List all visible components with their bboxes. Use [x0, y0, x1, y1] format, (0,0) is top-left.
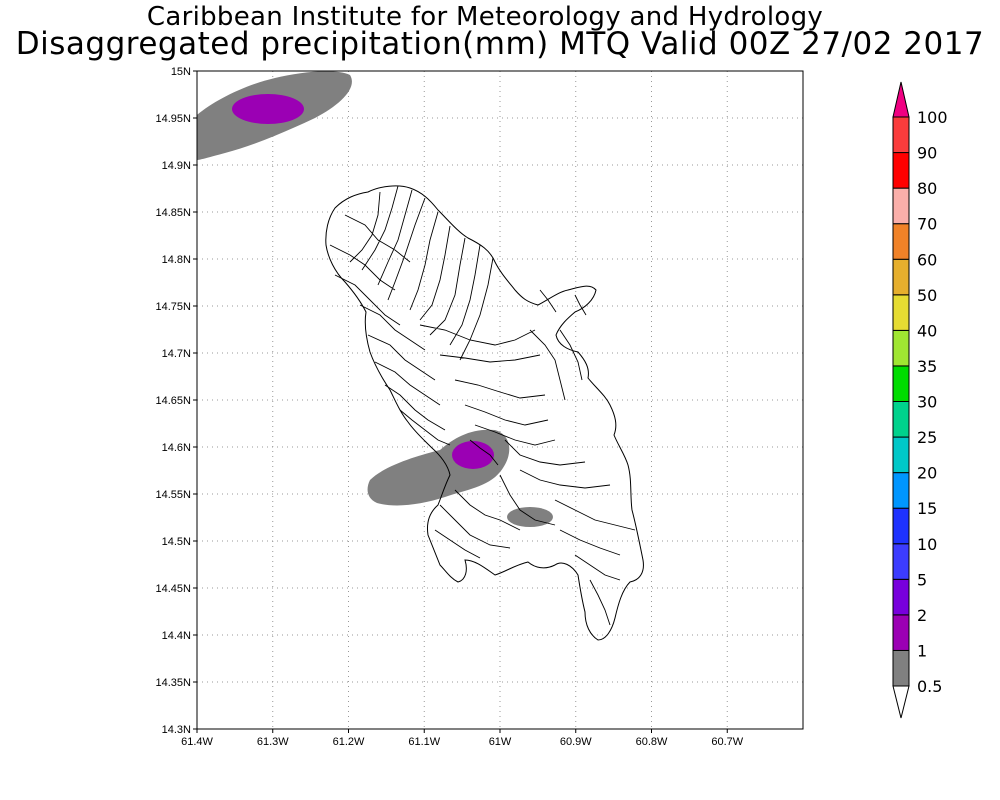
colorbar-swatch: [892, 543, 910, 580]
colorbar-label: 2: [917, 606, 927, 625]
x-axis-ticks: 61.4W 61.3W 61.2W 61.1W 61W 60.9W 60.8W 60.7W: [181, 729, 744, 748]
colorbar-swatch: [892, 294, 910, 331]
colorbar-label: 40: [917, 321, 937, 340]
colorbar-label: 15: [917, 499, 937, 518]
martinique-coastline-and-watersheds: [325, 185, 644, 641]
colorbar-swatch: [892, 187, 910, 225]
colorbar-swatch: [892, 649, 910, 687]
colorbar-label: 70: [917, 215, 937, 234]
colorbar-above-triangle: [892, 81, 910, 118]
colorbar-label: 35: [917, 357, 937, 376]
x-tick-label: 61.2W: [333, 736, 365, 748]
y-tick-label: 14.6N: [162, 442, 191, 454]
colorbar-swatch: [892, 614, 910, 651]
y-tick-label: 15N: [171, 66, 191, 78]
martinique-coastline: [325, 185, 644, 641]
colorbar-swatch: [892, 258, 910, 296]
colorbar-swatch: [892, 578, 910, 616]
colorbar-swatch: [892, 507, 910, 545]
y-tick-label: 14.85N: [156, 207, 192, 219]
y-tick-label: 14.55N: [156, 489, 192, 501]
x-tick-label: 61.1W: [408, 736, 440, 748]
y-tick-label: 14.3N: [162, 724, 191, 736]
y-axis-ticks: 15N 14.95N 14.9N 14.85N 14.8N 14.75N 14.7N 14.6…: [156, 66, 197, 736]
y-tick-label: 14.45N: [156, 583, 192, 595]
colorbar-swatch: [892, 116, 910, 154]
colorbar-label: 100: [917, 108, 948, 127]
y-tick-label: 14.5N: [162, 536, 191, 548]
colorbar-label: 50: [917, 286, 937, 305]
colorbar-label: 0.5: [917, 677, 942, 696]
colorbar-label: 80: [917, 179, 937, 198]
y-tick-label: 14.8N: [162, 254, 191, 266]
colorbar-swatch: [892, 223, 910, 260]
colorbar-swatch: [892, 436, 910, 474]
colorbar-swatch: [892, 365, 910, 402]
colorbar-label: 60: [917, 250, 937, 269]
colorbar-label: 5: [917, 570, 927, 589]
y-tick-label: 14.35N: [156, 677, 192, 689]
precipitation-areas: [197, 71, 553, 527]
precip-area-west-central-core: [452, 441, 494, 469]
y-tick-label: 14.95N: [156, 113, 192, 125]
precip-area-west-central: [367, 429, 510, 506]
y-tick-label: 14.9N: [162, 160, 191, 172]
colorbar-label: 1: [917, 641, 927, 660]
x-tick-label: 61.4W: [181, 736, 213, 748]
map-gridlines: [197, 71, 803, 729]
colorbar-below-triangle: [892, 685, 910, 719]
x-tick-label: 61.3W: [257, 736, 289, 748]
title-line-1: Caribbean Institute for Meteorology and …: [146, 2, 824, 32]
precip-area-northwest-offshore-core: [232, 94, 304, 124]
colorbar-label: 10: [917, 535, 937, 554]
x-tick-label: 60.7W: [711, 736, 743, 748]
colorbar-swatch: [892, 472, 910, 509]
colorbar-swatch: [892, 329, 910, 367]
colorbar-swatch: [892, 401, 910, 438]
colorbar-label: 20: [917, 464, 937, 483]
y-tick-label: 14.75N: [156, 301, 192, 313]
colorbar-label: 90: [917, 144, 937, 163]
colorbar-label: 25: [917, 428, 937, 447]
colorbar-swatch: [892, 152, 910, 189]
title-line-2: Disaggregated precipitation(mm) MTQ Vali…: [15, 26, 985, 62]
x-tick-label: 61W: [489, 736, 512, 748]
y-tick-label: 14.65N: [156, 395, 192, 407]
y-tick-label: 14.4N: [162, 630, 191, 642]
colorbar-label: 30: [917, 393, 937, 412]
x-tick-label: 60.8W: [636, 736, 668, 748]
watershed-boundaries: [329, 185, 636, 626]
y-tick-label: 14.7N: [162, 348, 191, 360]
x-tick-label: 60.9W: [560, 736, 592, 748]
